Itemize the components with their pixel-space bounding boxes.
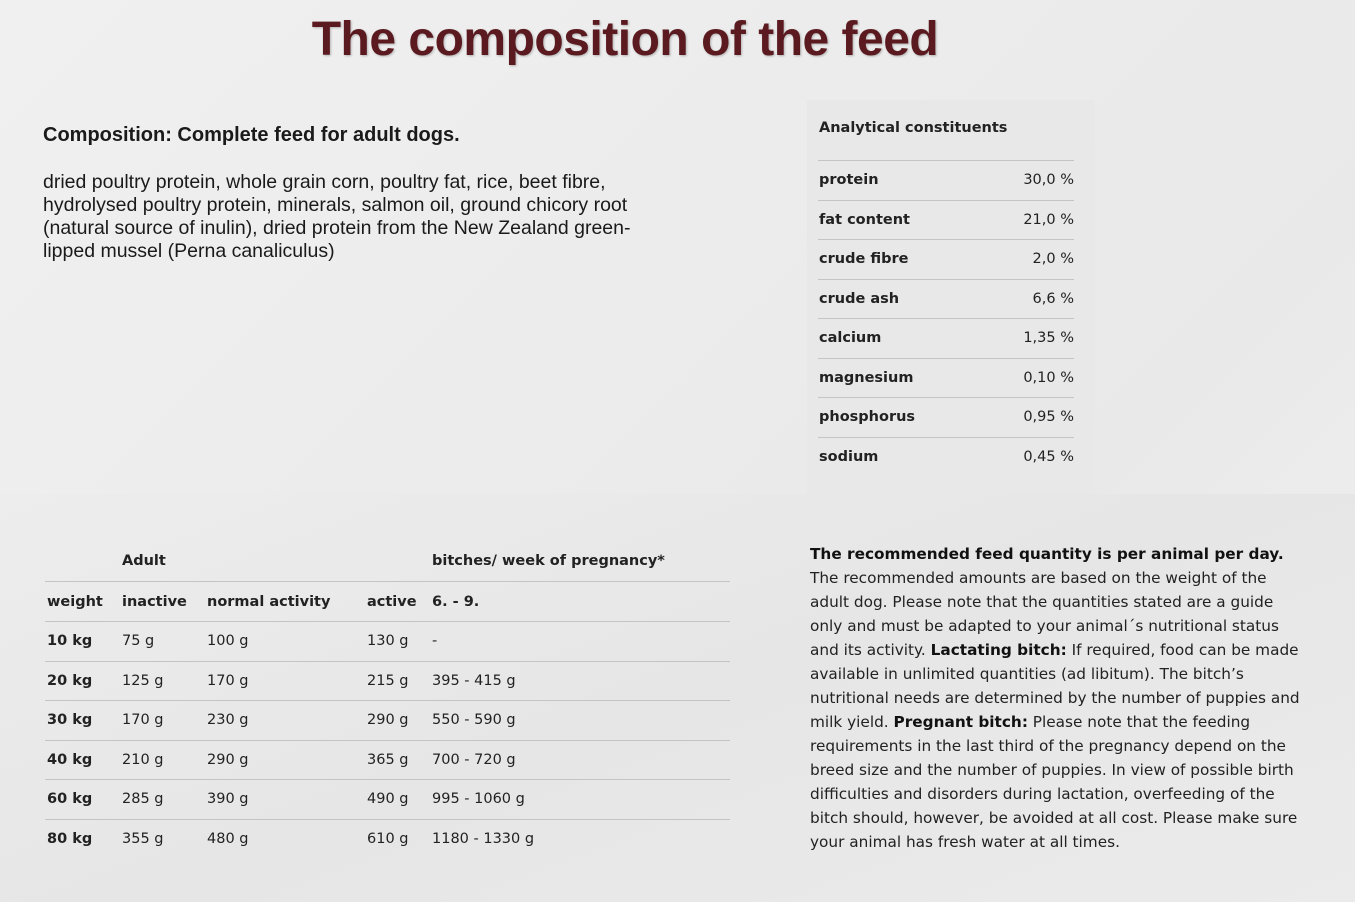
analytical-heading: Analytical constituents [819,120,1008,136]
analytical-row: sodium 0,45 % [818,436,1074,476]
header-active: active [365,581,430,622]
cell-inactive: 125 g [120,660,205,701]
recommend-lead-bold: The recommended feed quantity is per ani… [810,545,1284,563]
cell-normal: 390 g [205,779,365,819]
table-row: 60 kg 285 g 390 g 490 g 995 - 1060 g [45,779,730,819]
constituent-name: crude fibre [818,239,986,279]
composition-section: Composition: Complete feed for adult dog… [43,124,663,263]
table-row: 20 kg 125 g 170 g 215 g 395 - 415 g [45,660,730,701]
cell-weight: 40 kg [45,739,120,780]
pregnant-text: Please note that the feeding requirement… [810,713,1298,851]
constituent-value: 1,35 % [985,318,1074,358]
constituent-name: phosphorus [818,397,986,437]
constituent-value: 2,0 % [985,239,1074,279]
feeding-column-headers: weight inactive normal activity active 6… [45,581,730,622]
cell-pregnancy: 550 - 590 g [430,700,730,740]
composition-ingredients: dried poultry protein, whole grain corn,… [43,171,631,262]
group-adult: Adult [122,553,166,569]
cell-inactive: 355 g [120,818,205,858]
pregnant-label: Pregnant bitch: [893,713,1028,731]
cell-normal: 100 g [205,621,365,661]
cell-active: 215 g [365,660,430,701]
cell-pregnancy: 995 - 1060 g [430,779,730,819]
analytical-row: magnesium 0,10 % [818,357,1074,398]
cell-weight: 80 kg [45,818,120,858]
constituent-name: protein [818,160,986,200]
analytical-row: crude ash 6,6 % [818,278,1074,319]
analytical-row: calcium 1,35 % [818,318,1074,358]
cell-normal: 230 g [205,700,365,740]
table-row: 80 kg 355 g 480 g 610 g 1180 - 1330 g [45,818,730,858]
cell-inactive: 210 g [120,739,205,780]
constituent-value: 21,0 % [985,199,1074,240]
page-title: The composition of the feed [311,13,939,66]
table-row: 40 kg 210 g 290 g 365 g 700 - 720 g [45,739,730,780]
analytical-row: protein 30,0 % [818,160,1074,200]
constituent-value: 6,6 % [985,278,1074,319]
cell-normal: 480 g [205,818,365,858]
cell-active: 610 g [365,818,430,858]
header-weight: weight [45,581,120,622]
header-normal-activity: normal activity [205,581,365,622]
cell-active: 130 g [365,621,430,661]
composition-heading: Composition: Complete feed for adult dog… [43,124,460,146]
cell-pregnancy: - [430,621,730,661]
constituent-value: 0,10 % [985,357,1074,398]
header-inactive: inactive [120,581,205,622]
analytical-constituents-panel: Analytical constituents protein 30,0 % f… [807,100,1095,494]
feeding-table: Adult bitches/ week of pregnancy* weight… [45,541,730,858]
constituent-name: sodium [818,436,986,476]
cell-weight: 10 kg [45,621,120,661]
table-row: 30 kg 170 g 230 g 290 g 550 - 590 g [45,700,730,740]
cell-weight: 60 kg [45,779,120,819]
cell-inactive: 170 g [120,700,205,740]
cell-pregnancy: 395 - 415 g [430,660,730,701]
group-pregnancy: bitches/ week of pregnancy* [432,553,665,569]
feeding-recommendation: The recommended feed quantity is per ani… [810,542,1305,854]
feeding-group-header: Adult bitches/ week of pregnancy* [45,541,730,582]
lactating-label: Lactating bitch: [930,641,1067,659]
cell-active: 365 g [365,739,430,780]
table-row: 10 kg 75 g 100 g 130 g - [45,621,730,661]
analytical-row: phosphorus 0,95 % [818,397,1074,437]
lactating-text: If required, food can be made available … [810,641,1300,731]
cell-inactive: 285 g [120,779,205,819]
cell-active: 290 g [365,700,430,740]
cell-weight: 20 kg [45,660,120,701]
analytical-row: crude fibre 2,0 % [818,239,1074,279]
cell-normal: 170 g [205,660,365,701]
analytical-table: protein 30,0 % fat content 21,0 % crude … [818,160,1074,476]
constituent-name: fat content [818,199,986,240]
constituent-name: calcium [818,318,986,358]
constituent-name: crude ash [818,278,986,319]
cell-weight: 30 kg [45,700,120,740]
cell-inactive: 75 g [120,621,205,661]
constituent-name: magnesium [818,357,986,398]
constituent-value: 0,45 % [985,436,1074,476]
header-pregnancy-weeks: 6. - 9. [430,581,730,622]
cell-normal: 290 g [205,739,365,780]
cell-active: 490 g [365,779,430,819]
cell-pregnancy: 700 - 720 g [430,739,730,780]
constituent-value: 30,0 % [985,160,1074,200]
constituent-value: 0,95 % [985,397,1074,437]
cell-pregnancy: 1180 - 1330 g [430,818,730,858]
recommend-lead-text: The recommended amounts are based on the… [810,569,1279,659]
analytical-row: fat content 21,0 % [818,199,1074,240]
